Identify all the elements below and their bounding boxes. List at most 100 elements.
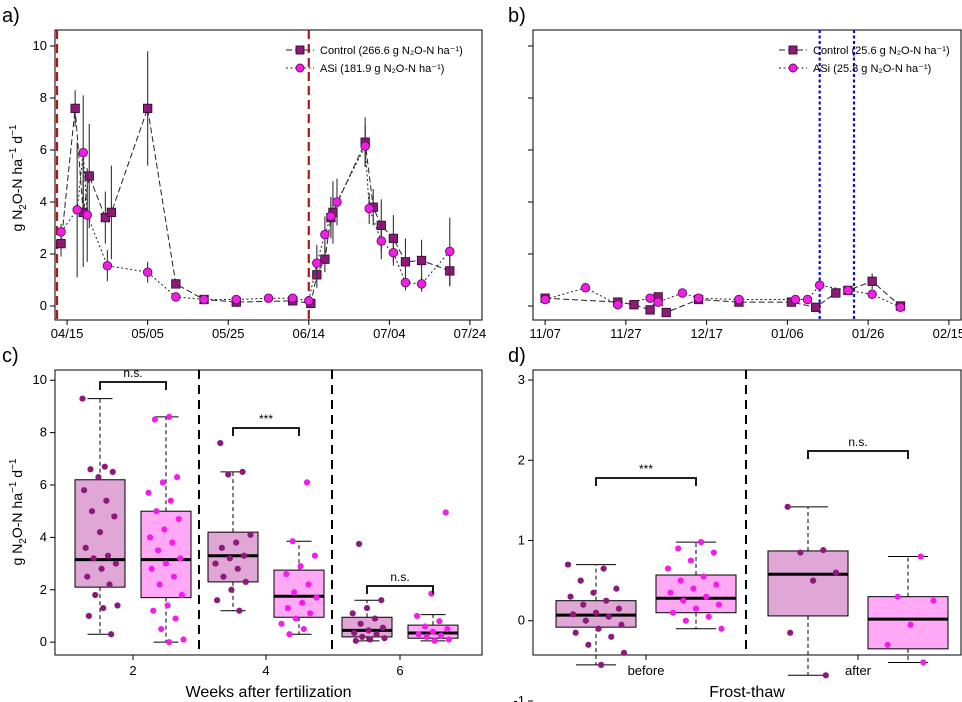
y-tick-label: 1 bbox=[518, 533, 525, 548]
series-line-asi bbox=[60, 144, 451, 302]
significance-label: n.s. bbox=[390, 570, 409, 584]
jitter-point bbox=[577, 577, 584, 584]
data-point-asi bbox=[867, 289, 877, 300]
jitter-point bbox=[92, 591, 99, 599]
jitter-point bbox=[907, 621, 914, 628]
jitter-point bbox=[797, 549, 804, 556]
legend-marker-asi bbox=[295, 63, 305, 73]
data-point-asi bbox=[843, 285, 853, 296]
jitter-point bbox=[705, 613, 712, 620]
x-tick-label: 06/14 bbox=[293, 326, 326, 341]
jitter-point bbox=[98, 565, 105, 572]
panel-b: b) 11/07 11/27 12/17 01/06 01/26 02/15 Control … bbox=[508, 5, 962, 341]
jitter-point bbox=[675, 545, 682, 552]
jitter-point bbox=[564, 561, 572, 568]
significance-label: n.s. bbox=[123, 366, 142, 380]
panel-a: a) 0 2 4 6 8 10 g N2O-N ha−1 d−1 04/15 05/05 05/25… bbox=[2, 5, 486, 341]
jitter-point bbox=[444, 625, 451, 633]
jitter-point bbox=[177, 555, 184, 562]
data-point-control bbox=[70, 103, 80, 114]
x-tick-label: before bbox=[628, 663, 665, 678]
panel-d: d) -1 0 1 2 3 before after Frost-thaw *** n.s. bbox=[508, 345, 962, 702]
legend-marker-control bbox=[295, 45, 305, 55]
data-point-asi bbox=[540, 294, 550, 305]
data-point-asi bbox=[320, 229, 330, 240]
jitter-point bbox=[592, 609, 600, 616]
jitter-point bbox=[809, 577, 817, 584]
y-axis-label: g N2O-N ha−1 d−1 bbox=[8, 458, 29, 565]
box-6-asi bbox=[407, 509, 459, 644]
jitter-point bbox=[79, 395, 86, 402]
data-point-control bbox=[56, 238, 66, 249]
jitter-point bbox=[239, 468, 246, 476]
jitter-point bbox=[212, 560, 219, 567]
jitter-point bbox=[84, 573, 91, 580]
jitter-point bbox=[313, 594, 320, 601]
panel-label: c) bbox=[2, 345, 19, 367]
significance-bracket bbox=[232, 427, 300, 436]
data-point-asi bbox=[304, 296, 314, 306]
x-tick-label: 04/15 bbox=[51, 326, 84, 341]
data-point-asi bbox=[142, 267, 153, 277]
x-tick-label: 01/06 bbox=[771, 326, 804, 341]
jitter-point bbox=[217, 439, 224, 447]
jitter-point bbox=[603, 597, 610, 604]
jitter-point bbox=[236, 607, 243, 614]
jitter-point bbox=[371, 615, 379, 622]
jitter-point bbox=[112, 560, 120, 567]
data-point-control bbox=[171, 279, 181, 289]
jitter-point bbox=[218, 544, 225, 551]
jitter-point bbox=[442, 509, 449, 516]
x-tick-label: 05/05 bbox=[131, 326, 164, 341]
box-iqr bbox=[867, 596, 949, 650]
data-point-asi bbox=[677, 288, 688, 298]
jitter-point bbox=[415, 631, 422, 638]
legend: Control (266.6 g N₂O-N ha⁻¹) ASi (181.9 g… bbox=[286, 45, 463, 75]
data-point-asi bbox=[445, 246, 455, 257]
jitter-point bbox=[351, 629, 358, 637]
jitter-point bbox=[582, 617, 589, 624]
box-before-control bbox=[555, 561, 637, 668]
jitter-point bbox=[687, 557, 695, 564]
jitter-point bbox=[917, 553, 924, 560]
jitter-point bbox=[167, 497, 174, 504]
jitter-point bbox=[569, 611, 577, 618]
jitter-point bbox=[832, 569, 840, 576]
jitter-point bbox=[920, 659, 927, 666]
jitter-point bbox=[787, 629, 794, 636]
jitter-point bbox=[106, 581, 113, 588]
data-point-asi bbox=[895, 302, 906, 313]
jitter-point bbox=[378, 597, 385, 604]
jitter-point bbox=[166, 639, 173, 646]
y-tick-label: 8 bbox=[40, 425, 47, 440]
data-point-asi bbox=[802, 294, 813, 305]
jitter-point bbox=[718, 625, 725, 632]
box-iqr bbox=[273, 569, 325, 618]
jitter-point bbox=[357, 620, 364, 627]
jitter-point bbox=[175, 515, 182, 523]
panel-label: b) bbox=[508, 5, 526, 27]
jitter-point bbox=[436, 618, 443, 625]
y-tick-label: -1 bbox=[513, 693, 525, 702]
y-tick-label: 4 bbox=[40, 194, 47, 209]
data-point-asi bbox=[693, 293, 704, 303]
data-point-control bbox=[867, 276, 877, 286]
jitter-point bbox=[95, 474, 102, 481]
jitter-point bbox=[703, 593, 710, 600]
data-point-control bbox=[143, 103, 153, 114]
x-tick-label: 07/24 bbox=[454, 326, 487, 341]
panel-c: c) 0 2 4 6 8 10 g N2O-N ha−1 d−1 2 4 6 Weeks after … bbox=[2, 345, 483, 701]
data-point-asi bbox=[376, 236, 387, 246]
jitter-point bbox=[158, 625, 165, 633]
jitter-point bbox=[363, 604, 371, 612]
jitter-point bbox=[226, 555, 233, 562]
jitter-point bbox=[291, 589, 298, 596]
jitter-point bbox=[572, 629, 579, 636]
box-2-control bbox=[74, 395, 126, 638]
jitter-point bbox=[146, 534, 154, 541]
x-tick-label: 11/07 bbox=[529, 326, 561, 341]
data-point-asi bbox=[360, 141, 370, 151]
jitter-point bbox=[111, 513, 118, 520]
significance-bracket bbox=[99, 381, 167, 390]
jitter-point bbox=[213, 597, 221, 604]
